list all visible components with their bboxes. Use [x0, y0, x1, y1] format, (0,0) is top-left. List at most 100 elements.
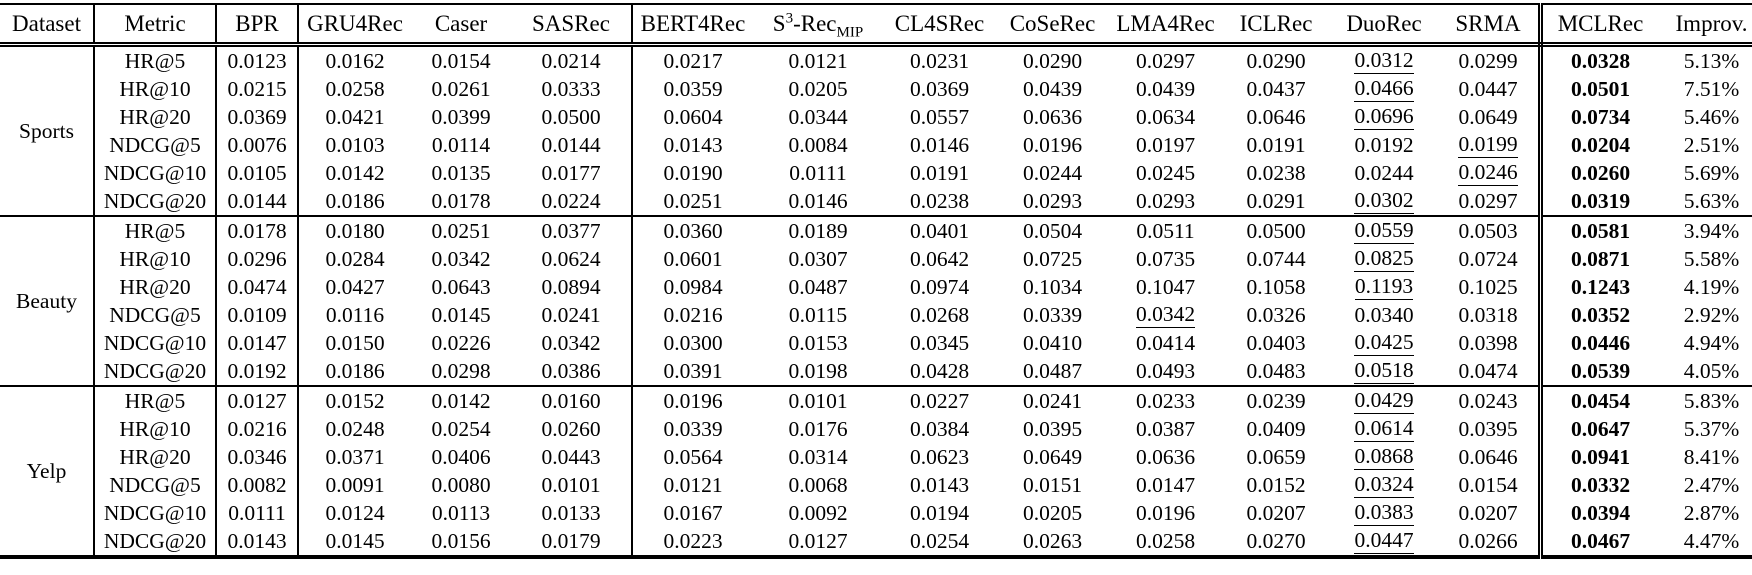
- value-cell: 0.0198: [788, 358, 848, 383]
- metric-cell: HR@5: [94, 215, 217, 245]
- best-baseline-value: 0.0466: [1354, 76, 1414, 102]
- mclrec-value: 0.0319: [1570, 188, 1631, 213]
- value-cell: 0.0153: [788, 330, 848, 355]
- value-cell: 0.0243: [1438, 385, 1543, 415]
- best-baseline-value: 0.0825: [1354, 246, 1414, 272]
- value-cell: 0.0080: [431, 472, 491, 497]
- value-cell: 0.0176: [788, 416, 848, 441]
- value-cell: 0.0105: [216, 159, 299, 187]
- value-cell: 0.0101: [511, 471, 633, 499]
- metric-cell: NDCG@5: [94, 131, 217, 159]
- best-baseline-value: 0.0312: [1354, 48, 1414, 74]
- value-cell: 0.0244: [1022, 160, 1083, 185]
- value-cell: 0.0604: [663, 104, 723, 129]
- value-cell: 0.0082: [216, 471, 299, 499]
- value-cell: 0.0974: [909, 274, 970, 299]
- best-baseline-value: 0.0199: [1438, 131, 1543, 159]
- value-cell: 0.0160: [511, 385, 633, 415]
- metric-cell: NDCG@5: [94, 471, 217, 499]
- value-cell: 0.1047: [1135, 274, 1196, 299]
- mclrec-value: 0.0871: [1570, 246, 1631, 271]
- metric-cell: NDCG@10: [94, 499, 217, 527]
- table-row: HR@20 0.0369 0.0421 0.0399 0.0500 0.0604 0.034…: [0, 103, 1752, 131]
- value-cell: 0.0076: [216, 131, 299, 159]
- column-header-iclrec: ICLRec: [1222, 4, 1330, 47]
- value-cell: 0.0601: [663, 246, 723, 271]
- value-cell: 0.0251: [663, 188, 723, 213]
- value-cell: 0.0642: [909, 246, 970, 271]
- best-baseline-value: 0.0302: [1354, 188, 1414, 214]
- value-cell: 0.0226: [431, 330, 491, 355]
- value-cell: 0.0290: [1246, 48, 1306, 73]
- improv-value: 2.92%: [1683, 302, 1740, 327]
- value-cell: 0.0263: [1022, 528, 1083, 553]
- header-row: Dataset Metric BPR GRU4Rec Caser SASRec BERT4R…: [0, 4, 1752, 47]
- best-baseline-value: 0.0324: [1354, 472, 1414, 498]
- mclrec-value: 0.0941: [1570, 444, 1631, 469]
- mclrec-value: 0.0204: [1570, 132, 1631, 157]
- benchmark-results-table: Dataset Metric BPR GRU4Rec Caser SASRec BERT4R…: [0, 3, 1752, 559]
- value-cell: 0.0207: [1438, 499, 1543, 527]
- value-cell: 0.0439: [1135, 76, 1196, 101]
- table-row: Beauty HR@5 0.0178 0.0180 0.0251 0.0377 0.0360…: [0, 215, 1752, 386]
- value-cell: 0.0293: [1022, 188, 1083, 213]
- value-cell: 0.0333: [511, 75, 633, 103]
- value-cell: 0.0474: [1438, 357, 1543, 386]
- value-cell: 0.0111: [789, 160, 847, 185]
- mclrec-value: 0.0501: [1570, 76, 1631, 101]
- value-cell: 0.0151: [1022, 472, 1083, 497]
- value-cell: 0.0150: [325, 330, 385, 355]
- best-baseline-value: 0.0868: [1354, 444, 1414, 470]
- value-cell: 0.0227: [883, 385, 996, 415]
- value-cell: 0.0291: [1246, 188, 1306, 213]
- value-cell: 0.0487: [788, 274, 848, 299]
- value-cell: 0.0624: [511, 245, 633, 273]
- value-cell: 0.0377: [511, 215, 633, 245]
- column-header-improv: Improv.: [1658, 4, 1752, 47]
- value-cell: 0.0428: [909, 358, 970, 383]
- value-cell: 0.0101: [753, 385, 883, 415]
- improv-value: 3.94%: [1658, 215, 1752, 245]
- metric-cell: HR@20: [94, 103, 217, 131]
- value-cell: 0.0744: [1246, 246, 1306, 271]
- value-cell: 0.0114: [431, 132, 491, 157]
- improv-value: 5.13%: [1683, 48, 1740, 73]
- value-cell: 0.0266: [1438, 527, 1543, 557]
- best-baseline-value: 0.0447: [1354, 528, 1414, 554]
- value-cell: 0.0270: [1246, 528, 1306, 553]
- value-cell: 0.0145: [431, 302, 491, 327]
- value-cell: 0.0216: [663, 302, 723, 327]
- value-cell: 0.0258: [325, 76, 385, 101]
- mclrec-value: 0.0352: [1570, 302, 1631, 327]
- value-cell: 0.1025: [1438, 273, 1543, 301]
- value-cell: 0.0409: [1246, 416, 1306, 441]
- value-cell: 0.0191: [909, 160, 970, 185]
- value-cell: 0.0233: [1109, 385, 1222, 415]
- value-cell: 0.1058: [1246, 274, 1306, 299]
- value-cell: 0.0223: [663, 528, 723, 553]
- value-cell: 0.0369: [216, 103, 299, 131]
- value-cell: 0.0205: [1022, 500, 1083, 525]
- value-cell: 0.0154: [431, 48, 491, 73]
- value-cell: 0.0194: [909, 500, 970, 525]
- metric-cell: HR@10: [94, 245, 217, 273]
- value-cell: 0.0387: [1135, 416, 1196, 441]
- value-cell: 0.0191: [1246, 132, 1306, 157]
- value-cell: 0.0127: [788, 528, 848, 553]
- value-cell: 0.0154: [1438, 471, 1543, 499]
- value-cell: 0.0260: [511, 415, 633, 443]
- value-cell: 0.0623: [909, 444, 970, 469]
- value-cell: 0.0116: [325, 302, 385, 327]
- value-cell: 0.0399: [431, 104, 491, 129]
- metric-cell: HR@20: [94, 443, 217, 471]
- column-header-srma: SRMA: [1438, 4, 1543, 47]
- value-cell: 0.0493: [1135, 358, 1196, 383]
- mclrec-value: 0.0446: [1570, 330, 1631, 355]
- value-cell: 0.0398: [1438, 329, 1543, 357]
- metric-cell: HR@10: [94, 415, 217, 443]
- column-header-gru4rec: GRU4Rec: [298, 4, 411, 47]
- improv-value: 2.51%: [1683, 132, 1740, 157]
- value-cell: 0.0296: [216, 245, 299, 273]
- mclrec-value: 0.0454: [1540, 385, 1658, 415]
- metric-cell: HR@10: [94, 75, 217, 103]
